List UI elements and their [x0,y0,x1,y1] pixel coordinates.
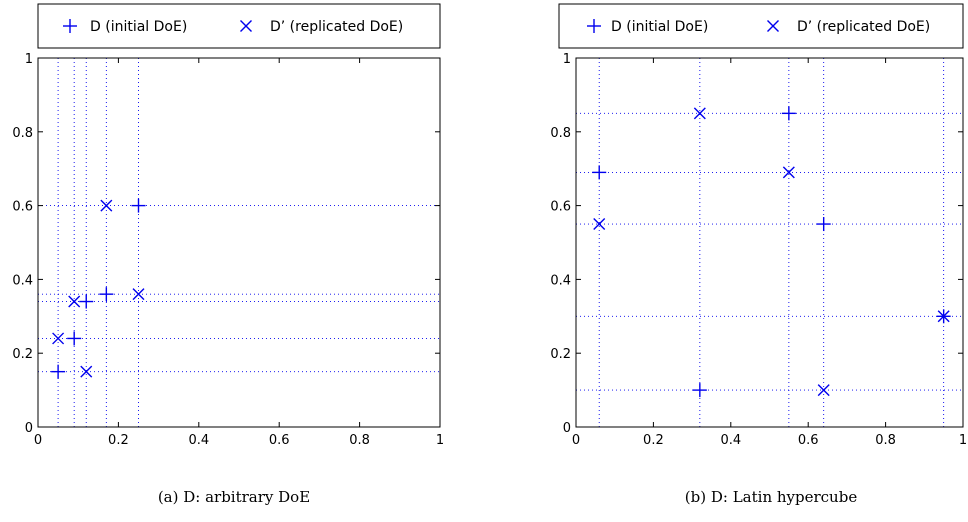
chart-panel-b: 0 0.2 0.4 0.6 0.8 1 0 0.2 0.4 0.6 0.8 1 D (initial D… [550,4,967,506]
y-tick-label: 0.2 [550,347,571,362]
y-tick-label: 1 [563,52,571,67]
x-tick-label: 0 [572,433,580,448]
x-tick-label: 0.2 [643,433,664,448]
chart-panel-a: 0 0.2 0.4 0.6 0.8 1 0 0.2 0.4 0.6 0.8 1 D (initial D… [12,4,444,506]
replicated-doe-point-2 [694,108,705,119]
initial-doe-point-3 [79,295,93,309]
legend: D (initial DoE) D’ (replicated DoE) [38,4,440,48]
x-tick-label: 0.4 [720,433,741,448]
y-tick-label: 0.4 [12,273,33,288]
legend-label: D’ (replicated DoE) [797,19,930,35]
legend-label: D (initial DoE) [90,19,187,35]
initial-doe-point-3 [782,106,796,120]
x-tick-label: 0.2 [108,433,129,448]
y-tick-label: 1 [25,52,33,67]
initial-doe-point-2 [693,383,707,397]
y-tick-label: 0.2 [12,347,33,362]
initial-doe-point-5 [132,199,146,213]
legend: D (initial DoE) D’ (replicated DoE) [559,4,963,48]
panel-caption: (a) D: arbitrary DoE [158,488,310,506]
panel-caption: (b) D: Latin hypercube [685,488,858,506]
y-tick-label: 0 [563,421,571,436]
legend-label: D (initial DoE) [611,19,708,35]
x-tick-label: 0.6 [798,433,819,448]
initial-doe-point-2 [67,331,81,345]
y-tick-label: 0.8 [12,126,33,141]
x-tick-label: 0.4 [188,433,209,448]
x-tick-label: 1 [959,433,967,448]
x-tick-label: 0.8 [349,433,370,448]
initial-doe-point-4 [99,287,113,301]
x-tick-label: 0.6 [269,433,290,448]
legend-label: D’ (replicated DoE) [270,19,403,35]
y-tick-label: 0.8 [550,126,571,141]
initial-doe-point-4 [817,217,831,231]
y-tick-label: 0.6 [12,200,33,215]
y-tick-label: 0.6 [550,200,571,215]
x-tick-label: 1 [436,433,444,448]
initial-doe-point-1 [51,365,65,379]
y-tick-label: 0 [25,421,33,436]
initial-doe-point-1 [592,165,606,179]
replicated-doe-point-1 [594,219,605,230]
x-tick-label: 0 [34,433,42,448]
y-tick-label: 0.4 [550,273,571,288]
x-tick-label: 0.8 [875,433,896,448]
